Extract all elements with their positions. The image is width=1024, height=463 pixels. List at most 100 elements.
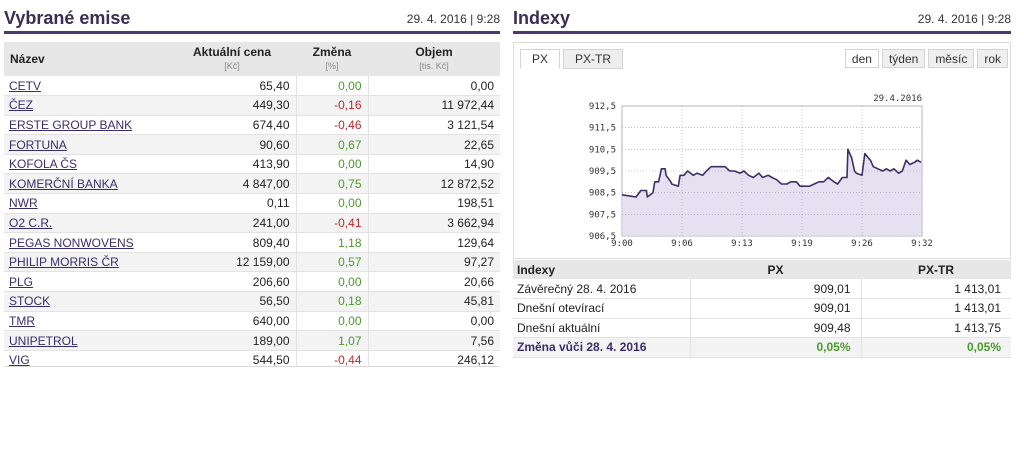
emise-table-wrap[interactable]: Název Aktuální cena [Kč] Změna [%] Objem [t…	[4, 42, 500, 367]
issue-name-cell: KOMERČNÍ BANKA	[4, 173, 168, 195]
idx-summary-pxtr: 0,05%	[861, 337, 1011, 358]
index-tabs: PX PX-TR	[520, 49, 626, 69]
y-tick-label: 910,5	[589, 145, 616, 155]
issue-link[interactable]: KOMERČNÍ BANKA	[9, 176, 118, 191]
x-tick-label: 9:32	[911, 239, 933, 249]
change-cell: 1,07	[295, 330, 369, 351]
emise-table: Název Aktuální cena [Kč] Změna [%] Objem [t…	[4, 42, 500, 367]
col-change-unit: [%]	[325, 61, 339, 71]
price-cell: 206,60	[168, 271, 296, 293]
price-cell: 0,11	[168, 193, 296, 214]
change-cell: -0,46	[295, 115, 369, 136]
issue-link[interactable]: TMR	[9, 313, 35, 328]
period-buttons: den týden měsíc rok	[842, 49, 1008, 68]
change-cell: 0,00	[295, 154, 369, 175]
table-row: PHILIP MORRIS ČR 12 159,00 0,57 97,27	[4, 252, 500, 273]
issue-link[interactable]: ERSTE GROUP BANK	[9, 117, 133, 132]
col-name-header: Název	[4, 42, 168, 76]
volume-cell: 97,27	[368, 252, 500, 273]
y-tick-label: 906,5	[589, 232, 616, 242]
volume-cell: 0,00	[368, 76, 500, 97]
period-den-button[interactable]: den	[844, 49, 879, 68]
table-row: PEGAS NONWOVENS 809,40 1,18 129,64	[4, 232, 500, 253]
table-row: NWR 0,11 0,00 198,51	[4, 193, 500, 214]
px-intraday-chart: 912,5 911,5 910,5 909,5 908,5 907,5 906,59:00 9…	[589, 94, 933, 249]
change-cell: -0,41	[295, 213, 369, 234]
tab-px-tr[interactable]: PX-TR	[563, 49, 624, 69]
volume-cell: 0,00	[368, 311, 500, 332]
issue-link[interactable]: STOCK	[9, 294, 51, 309]
change-cell: 0,00	[295, 76, 369, 97]
change-cell: 0,67	[295, 134, 369, 155]
issue-name-cell: TMR	[4, 311, 168, 332]
issue-link[interactable]: KOFOLA ČS	[9, 157, 78, 172]
volume-cell: 20,66	[368, 271, 500, 293]
y-tick-label: 907,5	[589, 210, 616, 220]
x-tick-label: 9:26	[851, 239, 873, 249]
emise-header: Vybrané emise 29. 4. 2016 | 9:28	[4, 6, 500, 34]
table-row: TMR 640,00 0,00 0,00	[4, 311, 500, 332]
table-row: O2 C.R. 241,00 -0,41 3 662,94	[4, 213, 500, 234]
table-row: VIG 544,50 -0,44 246,12	[4, 350, 500, 367]
issue-link[interactable]: O2 C.R.	[9, 215, 53, 230]
issue-link[interactable]: ČEZ	[9, 98, 33, 113]
idx-col-px: PX	[690, 260, 861, 279]
y-tick-label: 909,5	[589, 167, 616, 177]
issue-link[interactable]: NWR	[9, 196, 38, 211]
volume-cell: 198,51	[368, 193, 500, 214]
indexy-table: Indexy PX PX-TR Závěrečný 28. 4. 2016 90…	[513, 260, 1011, 358]
table-row: STOCK 56,50 0,18 45,81	[4, 291, 500, 312]
col-price-label: Aktuální cena	[192, 45, 272, 59]
price-cell: 56,50	[168, 291, 296, 312]
series-line	[621, 148, 922, 198]
issue-link[interactable]: PEGAS NONWOVENS	[9, 235, 134, 250]
price-cell: 189,00	[168, 330, 296, 351]
table-row: FORTUNA 90,60 0,67 22,65	[4, 134, 500, 155]
table-row: ČEZ 449,30 -0,16 11 972,44	[4, 95, 500, 116]
idx-px-value: 909,01	[689, 279, 862, 299]
volume-cell: 12 872,52	[368, 173, 500, 195]
series-area	[622, 149, 922, 236]
price-cell: 12 159,00	[168, 252, 296, 273]
period-tyden-button[interactable]: týden	[881, 49, 926, 68]
table-row: PLG 206,60 0,00 20,66	[4, 271, 500, 293]
change-cell: -0,44	[295, 350, 369, 366]
period-rok-button[interactable]: rok	[977, 49, 1008, 68]
issue-link[interactable]: PHILIP MORRIS ČR	[9, 255, 119, 270]
idx-row-label: Dnešní aktuální	[513, 318, 690, 338]
change-cell: 0,00	[295, 311, 369, 332]
issue-link[interactable]: VIG	[9, 353, 30, 367]
table-row: UNIPETROL 189,00 1,07 7,56	[4, 330, 500, 351]
price-cell: 65,40	[168, 76, 296, 97]
change-cell: 0,00	[295, 193, 369, 214]
col-volume-header: Objem [tis. Kč]	[368, 42, 500, 76]
issue-name-cell: ERSTE GROUP BANK	[4, 115, 168, 136]
issue-link[interactable]: FORTUNA	[9, 137, 67, 152]
issue-link[interactable]: CETV	[9, 78, 42, 93]
col-volume-unit: [tis. Kč]	[419, 61, 449, 71]
issue-name-cell: FORTUNA	[4, 134, 168, 155]
volume-cell: 22,65	[368, 134, 500, 155]
price-cell: 413,90	[168, 154, 296, 175]
x-tick-label: 9:06	[671, 239, 693, 249]
issue-name-cell: PLG	[4, 271, 168, 293]
col-price-header: Aktuální cena [Kč]	[168, 42, 296, 76]
idx-col-pxtr: PX-TR	[861, 260, 1011, 279]
idx-pxtr-value: 1 413,01	[861, 298, 1011, 319]
change-cell: 0,57	[295, 252, 369, 273]
tab-px[interactable]: PX	[520, 49, 561, 69]
table-row: ERSTE GROUP BANK 674,40 -0,46 3 121,54	[4, 115, 500, 136]
indexy-header-row: Indexy PX PX-TR	[513, 260, 1011, 279]
price-cell: 640,00	[168, 311, 296, 332]
col-change-header: Změna [%]	[296, 42, 368, 76]
issue-name-cell: O2 C.R.	[4, 213, 168, 234]
price-cell: 674,40	[168, 115, 296, 136]
issue-link[interactable]: PLG	[9, 274, 34, 289]
y-tick-label: 912,5	[589, 102, 616, 112]
period-mesic-button[interactable]: měsíc	[928, 49, 975, 68]
indexy-date: 29. 4. 2016 | 9:28	[917, 12, 1011, 26]
change-cell: 0,00	[295, 271, 369, 293]
issue-link[interactable]: UNIPETROL	[9, 333, 78, 348]
emise-date: 29. 4. 2016 | 9:28	[406, 12, 500, 26]
x-tick-label: 9:00	[611, 239, 633, 249]
